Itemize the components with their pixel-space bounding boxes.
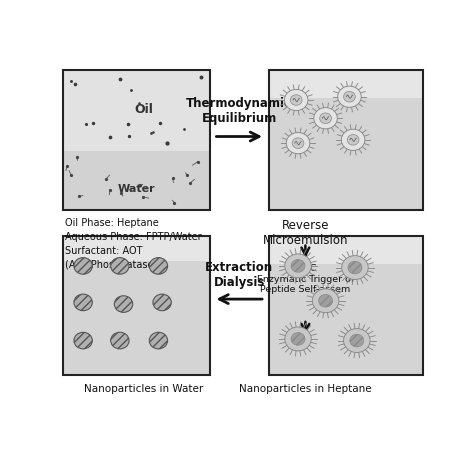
Circle shape <box>291 260 305 272</box>
Circle shape <box>114 296 133 312</box>
Circle shape <box>341 129 365 150</box>
Bar <box>269 70 423 210</box>
Bar <box>63 236 210 261</box>
Circle shape <box>344 328 370 353</box>
Circle shape <box>292 138 304 148</box>
Text: Extraction
Dialysis: Extraction Dialysis <box>205 261 273 289</box>
Text: Oil Phase: Heptane: Oil Phase: Heptane <box>65 218 158 228</box>
Circle shape <box>110 258 129 274</box>
Bar <box>63 70 210 210</box>
Text: Thermodynamic
Equilibrium: Thermodynamic Equilibrium <box>186 97 292 125</box>
Circle shape <box>110 332 129 349</box>
Bar <box>269 70 423 210</box>
Text: Water: Water <box>118 183 155 193</box>
Circle shape <box>342 255 368 280</box>
Bar <box>63 236 210 375</box>
Text: 37°C
Enzymatic Trigger of
Peptide Self-assem: 37°C Enzymatic Trigger of Peptide Self-a… <box>257 264 354 294</box>
Text: Aqueous Phase: FPTP/Water: Aqueous Phase: FPTP/Water <box>65 232 201 242</box>
Bar <box>269 236 423 375</box>
Circle shape <box>285 254 311 278</box>
Circle shape <box>285 327 311 351</box>
Circle shape <box>74 258 92 274</box>
Text: Reverse
Microemulsion: Reverse Microemulsion <box>263 219 348 247</box>
Circle shape <box>337 86 361 107</box>
Circle shape <box>74 332 92 349</box>
Text: Surfactant: AOT: Surfactant: AOT <box>65 246 142 255</box>
Circle shape <box>149 258 168 274</box>
Circle shape <box>286 133 310 154</box>
Bar <box>63 70 210 151</box>
Circle shape <box>153 294 171 311</box>
Circle shape <box>347 135 359 145</box>
Bar <box>63 236 210 375</box>
Circle shape <box>348 261 362 274</box>
Circle shape <box>312 289 339 313</box>
Circle shape <box>149 332 168 349</box>
Bar <box>63 151 210 210</box>
Circle shape <box>74 294 92 311</box>
Bar <box>269 70 423 98</box>
Text: Oil: Oil <box>134 103 153 116</box>
Circle shape <box>314 108 337 129</box>
Circle shape <box>350 334 364 347</box>
Circle shape <box>290 95 302 105</box>
Circle shape <box>319 294 333 307</box>
Bar <box>269 236 423 264</box>
Circle shape <box>344 91 356 102</box>
Bar <box>269 236 423 375</box>
Text: Nanoparticles in Heptane: Nanoparticles in Heptane <box>239 384 372 394</box>
Circle shape <box>284 90 308 110</box>
Circle shape <box>319 113 331 124</box>
Circle shape <box>291 333 305 345</box>
Text: Nanoparticles in Water: Nanoparticles in Water <box>84 384 203 394</box>
Text: (Add Phosphatase): (Add Phosphatase) <box>65 260 157 270</box>
